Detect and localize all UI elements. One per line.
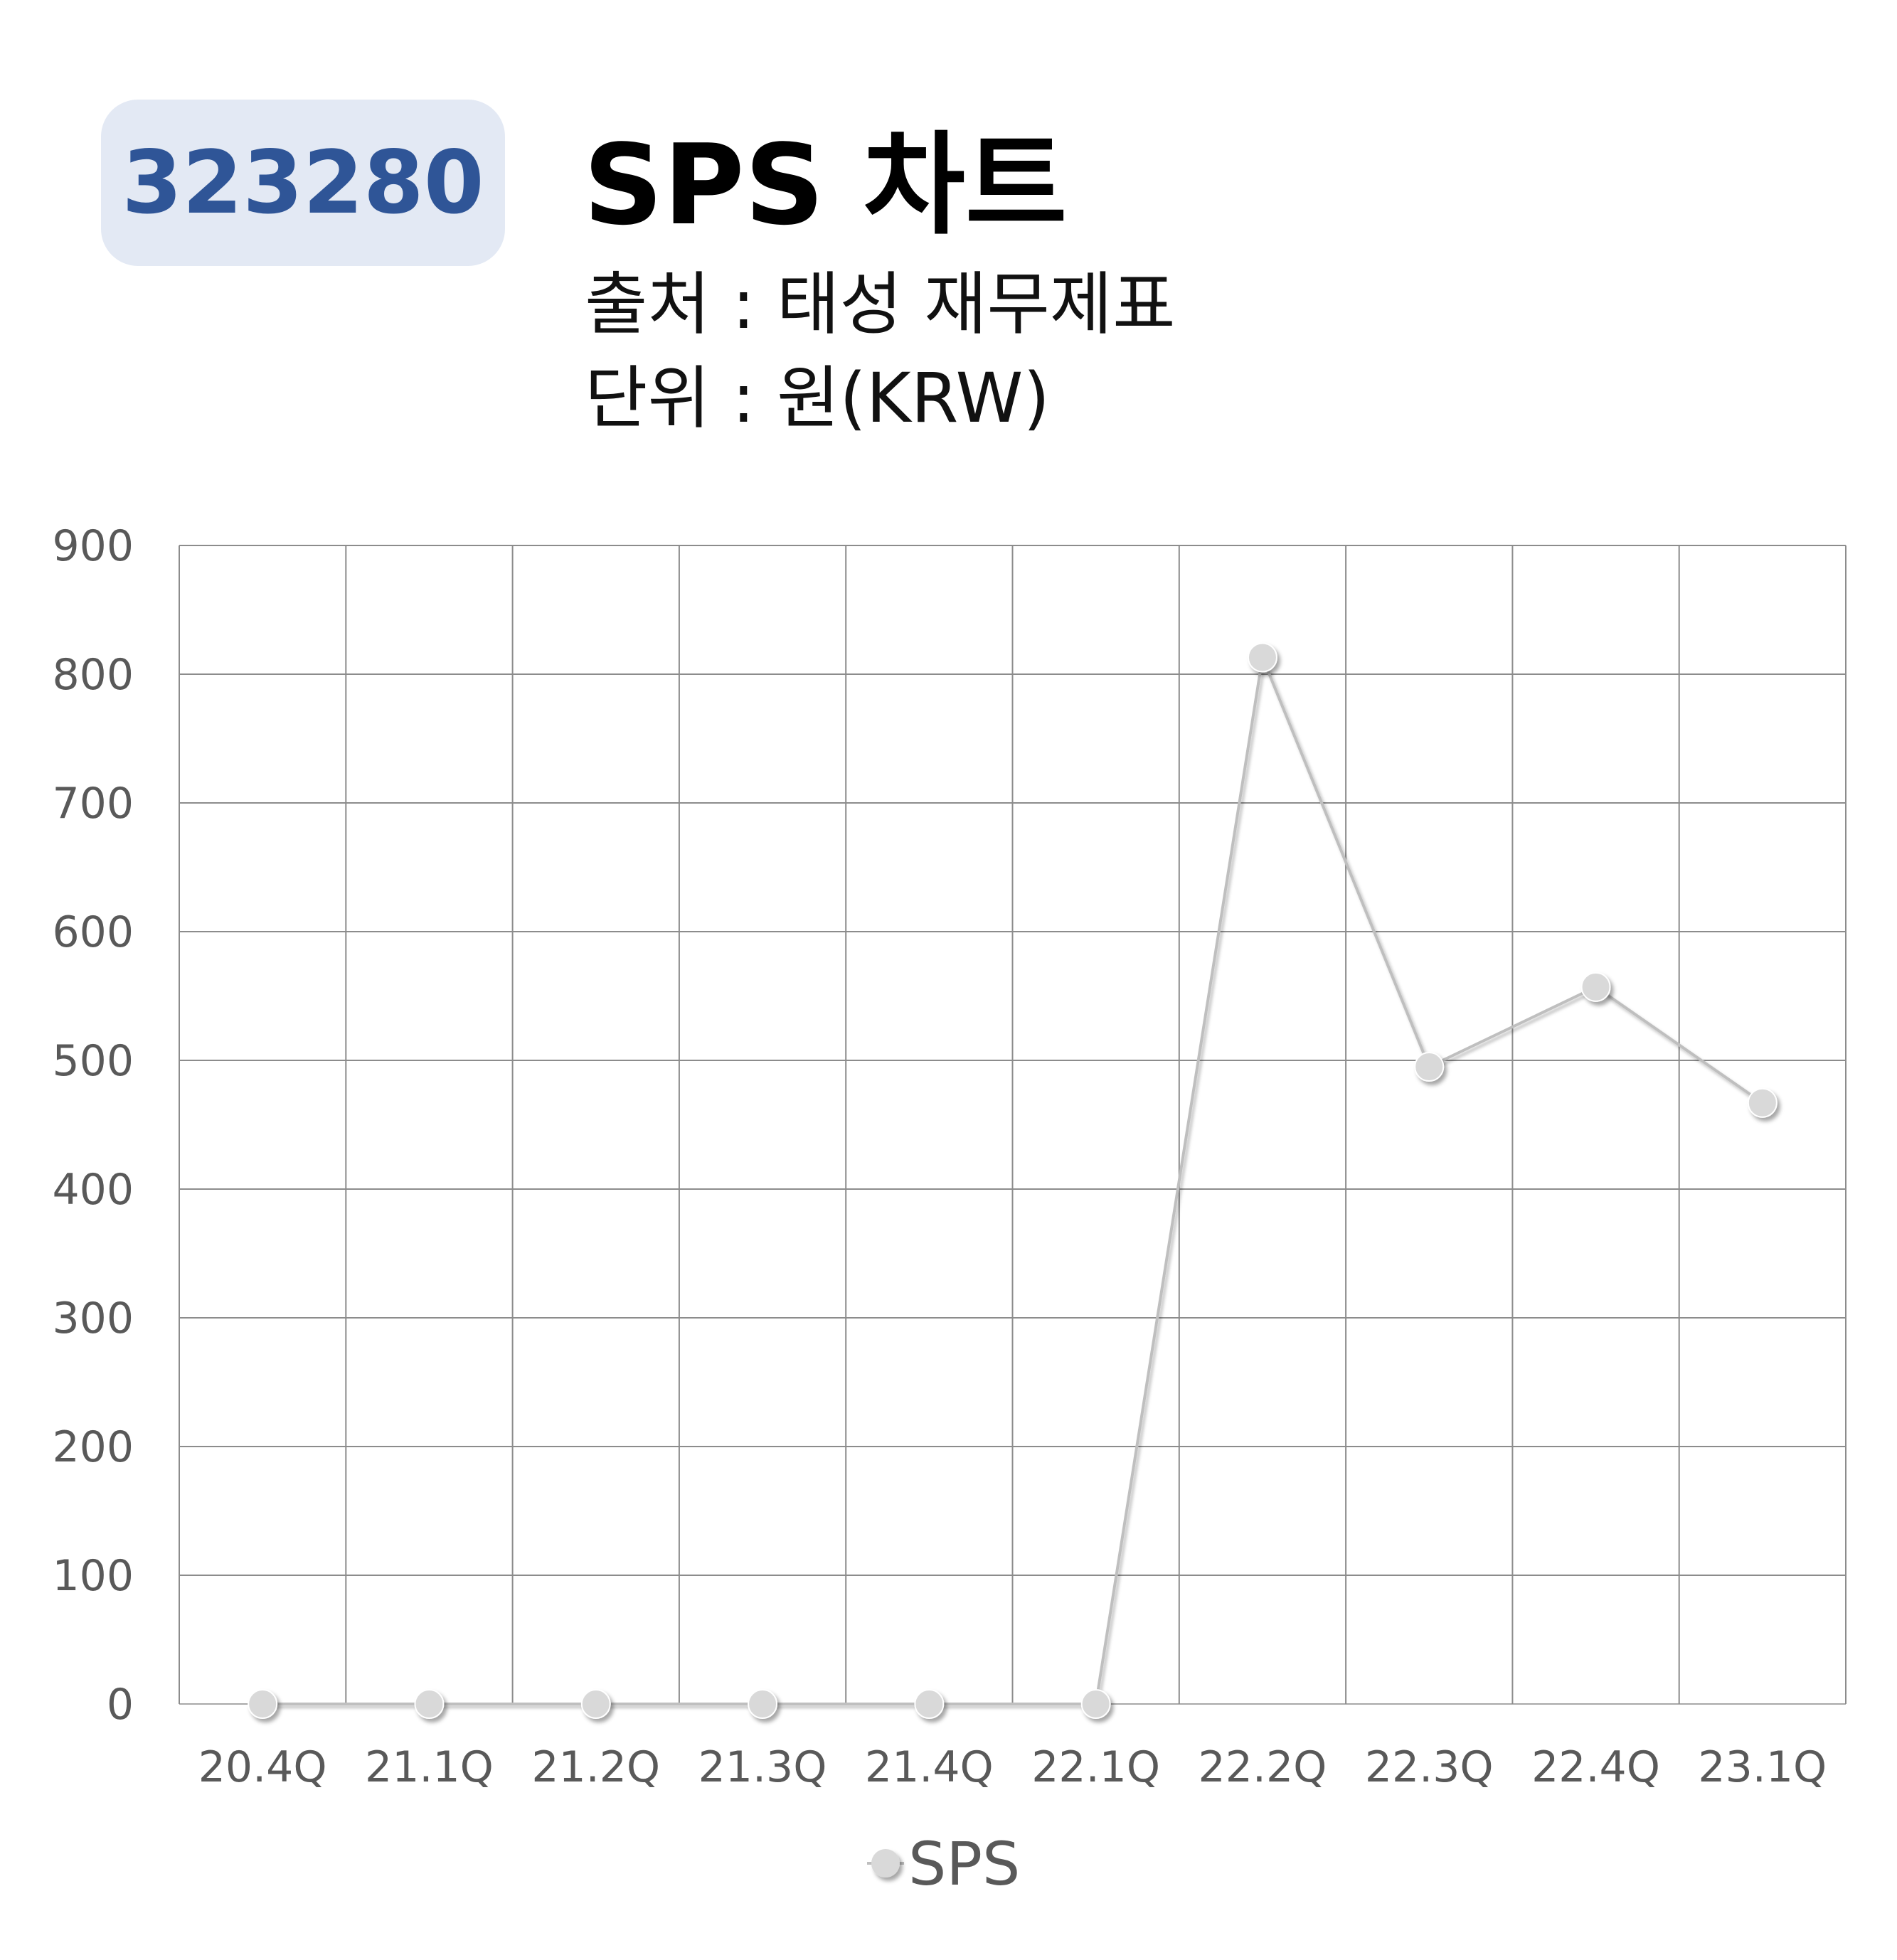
data-point — [248, 1689, 278, 1719]
x-tick-label: 22.4Q — [1531, 1742, 1660, 1792]
unit-label: 단위 : 원(KRW) — [585, 358, 1050, 438]
legend-marker — [871, 1849, 900, 1878]
y-tick-label: 100 — [52, 1551, 134, 1601]
x-tick-label: 22.1Q — [1031, 1742, 1160, 1792]
x-tick-label: 21.3Q — [698, 1742, 827, 1792]
data-point — [748, 1689, 778, 1719]
x-tick-label: 20.4Q — [198, 1742, 327, 1792]
x-axis-ticks: 20.4Q 21.1Q 21.2Q 21.3Q 21.4Q 22.1Q 22.2Q 22.3Q… — [198, 1742, 1827, 1792]
legend: SPS — [867, 1829, 1020, 1899]
data-point — [414, 1689, 445, 1719]
data-point — [1414, 1052, 1445, 1082]
y-tick-label: 700 — [52, 779, 134, 829]
y-tick-label: 0 — [107, 1680, 134, 1730]
x-tick-label: 22.3Q — [1365, 1742, 1494, 1792]
y-tick-label: 300 — [52, 1294, 134, 1343]
stock-code-badge: 323280 — [101, 100, 505, 266]
sps-series — [248, 642, 1778, 1719]
y-tick-label: 800 — [52, 650, 134, 700]
y-tick-label: 200 — [52, 1422, 134, 1472]
stock-code: 323280 — [122, 132, 484, 233]
y-tick-label: 600 — [52, 907, 134, 957]
y-tick-label: 500 — [52, 1036, 134, 1086]
y-tick-label: 400 — [52, 1165, 134, 1215]
y-axis-ticks: 0 100 200 300 400 500 600 700 800 900 — [52, 521, 134, 1730]
x-tick-label: 21.1Q — [365, 1742, 494, 1792]
grid — [179, 545, 1846, 1705]
data-point — [914, 1689, 945, 1719]
series-line — [262, 652, 1763, 1705]
x-tick-label: 21.4Q — [865, 1742, 994, 1792]
x-tick-label: 21.2Q — [531, 1742, 660, 1792]
data-point — [1747, 1087, 1778, 1118]
data-point — [580, 1689, 611, 1719]
x-tick-label: 23.1Q — [1698, 1742, 1827, 1792]
source-label: 출처 : 태성 재무제표 — [585, 265, 1176, 344]
legend-label: SPS — [908, 1829, 1020, 1899]
data-point — [1247, 642, 1277, 673]
data-point — [1080, 1689, 1111, 1719]
x-tick-label: 22.2Q — [1199, 1742, 1327, 1792]
chart-title: SPS 차트 — [583, 120, 1068, 250]
data-point — [1580, 971, 1611, 1002]
y-tick-label: 900 — [52, 521, 134, 571]
